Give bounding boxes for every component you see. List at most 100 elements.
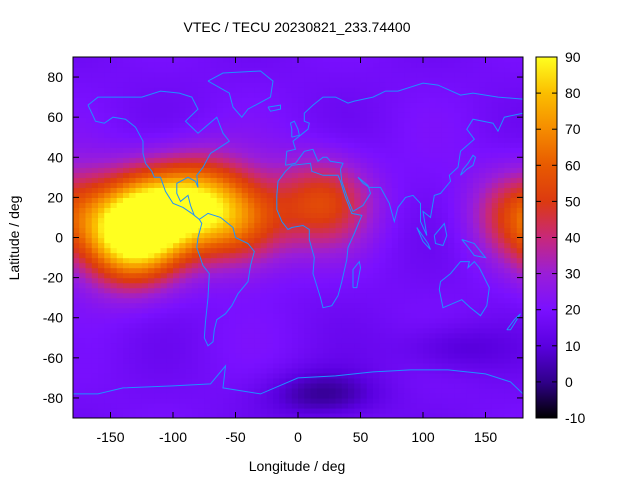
heatmap-cell <box>160 322 168 329</box>
heatmap-cell <box>323 392 330 399</box>
heatmap-cell <box>485 197 493 203</box>
heatmap-cell <box>123 362 130 369</box>
heatmap-cell <box>335 97 343 103</box>
heatmap-cell <box>491 272 499 279</box>
heatmap-cell <box>260 292 268 299</box>
heatmap-cell <box>310 77 318 83</box>
heatmap-cell <box>329 207 337 214</box>
heatmap-cell <box>316 302 324 309</box>
heatmap-cell <box>260 147 268 153</box>
heatmap-cell <box>185 157 193 163</box>
heatmap-cell <box>404 302 412 309</box>
heatmap-cell <box>466 152 474 158</box>
heatmap-cell <box>310 377 318 384</box>
heatmap-cell <box>473 332 480 339</box>
heatmap-cell <box>491 172 499 178</box>
heatmap-cell <box>304 167 312 173</box>
heatmap-cell <box>229 147 237 153</box>
heatmap-cell <box>410 237 418 244</box>
heatmap-cell <box>360 402 368 409</box>
heatmap-cell <box>254 362 262 369</box>
heatmap-cell <box>173 77 180 83</box>
heatmap-cell <box>223 377 230 384</box>
heatmap-cell <box>354 197 362 203</box>
heatmap-cell <box>329 362 337 369</box>
heatmap-cell <box>379 397 387 404</box>
heatmap-cell <box>448 102 455 108</box>
heatmap-cell <box>435 397 443 404</box>
heatmap-cell <box>448 227 455 234</box>
heatmap-cell <box>348 287 355 294</box>
heatmap-cell <box>104 297 112 304</box>
heatmap-cell <box>423 337 430 344</box>
heatmap-cell <box>491 312 499 319</box>
heatmap-cell <box>98 217 105 224</box>
heatmap-cell <box>416 197 424 203</box>
heatmap-cell <box>210 207 218 214</box>
heatmap-cell <box>254 312 262 319</box>
heatmap-cell <box>460 292 468 299</box>
heatmap-cell <box>166 132 174 138</box>
heatmap-cell <box>179 152 187 158</box>
heatmap-cell <box>129 317 137 324</box>
heatmap-cell <box>479 77 487 83</box>
heatmap-cell <box>298 382 305 389</box>
heatmap-cell <box>466 117 474 123</box>
heatmap-cell <box>123 217 130 224</box>
heatmap-cell <box>116 252 124 259</box>
heatmap-cell <box>516 407 523 414</box>
heatmap-cell <box>191 117 199 123</box>
heatmap-cell <box>241 337 249 344</box>
heatmap-cell <box>423 187 430 193</box>
heatmap-cell <box>248 82 255 88</box>
heatmap-cell <box>129 277 137 284</box>
heatmap-cell <box>198 102 205 108</box>
heatmap-cell <box>441 227 449 234</box>
heatmap-cell <box>204 72 212 78</box>
heatmap-cell <box>510 232 518 239</box>
heatmap-cell <box>79 182 87 188</box>
heatmap-cell <box>116 172 124 178</box>
heatmap-cell <box>348 317 355 324</box>
heatmap-cell <box>335 127 343 133</box>
heatmap-cell <box>291 252 299 259</box>
heatmap-cell <box>435 82 443 88</box>
heatmap-cell <box>110 197 118 203</box>
heatmap-cell <box>229 252 237 259</box>
heatmap-cell <box>73 202 80 209</box>
heatmap-cell <box>410 222 418 229</box>
heatmap-cell <box>323 287 330 294</box>
heatmap-cell <box>204 322 212 329</box>
heatmap-cell <box>129 117 137 123</box>
heatmap-cell <box>135 252 143 259</box>
heatmap-cell <box>348 222 355 229</box>
heatmap-cell <box>466 307 474 314</box>
heatmap-cell <box>291 112 299 118</box>
heatmap-cell <box>85 252 93 259</box>
heatmap-cell <box>154 182 162 188</box>
heatmap-cell <box>223 367 230 374</box>
heatmap-cell <box>510 387 518 394</box>
map-plot-area <box>72 56 524 419</box>
heatmap-cell <box>398 147 405 153</box>
heatmap-cell <box>354 307 362 314</box>
heatmap-cell <box>129 397 137 404</box>
heatmap-cell <box>266 257 274 264</box>
heatmap-cell <box>435 292 443 299</box>
heatmap-cell <box>516 277 523 284</box>
heatmap-cell <box>129 147 137 153</box>
heatmap-cell <box>441 92 449 98</box>
heatmap-cell <box>291 217 299 224</box>
heatmap-cell <box>223 287 230 294</box>
heatmap-cell <box>191 262 199 269</box>
heatmap-cell <box>404 262 412 269</box>
heatmap-cell <box>273 142 280 148</box>
heatmap-cell <box>466 297 474 304</box>
heatmap-cell <box>216 112 224 118</box>
heatmap-cell <box>98 77 105 83</box>
heatmap-cell <box>123 282 130 289</box>
heatmap-cell <box>104 77 112 83</box>
heatmap-cell <box>85 357 93 364</box>
heatmap-cell <box>79 152 87 158</box>
heatmap-cell <box>291 287 299 294</box>
